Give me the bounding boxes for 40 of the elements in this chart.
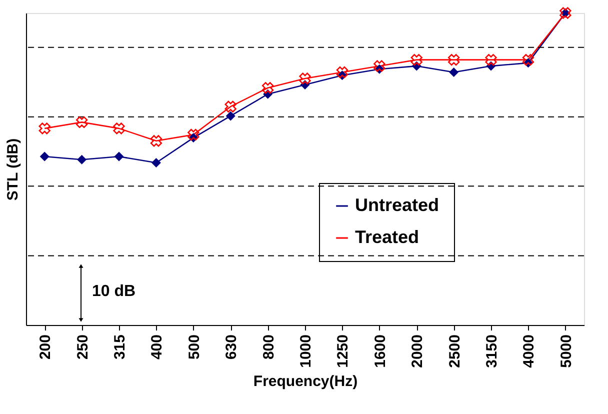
point: [485, 54, 497, 66]
point: [410, 54, 422, 66]
point: [38, 122, 50, 134]
x-tick-label: 315: [112, 334, 128, 360]
point: [113, 122, 125, 134]
point: [151, 158, 161, 168]
point: [77, 154, 87, 164]
x-tick-label: 500: [186, 334, 203, 360]
x-tick-label: 1250: [334, 334, 352, 368]
x-tick-label: 3150: [484, 334, 500, 368]
x-tick-label: 400: [148, 334, 166, 360]
x-tick-label: 800: [260, 334, 278, 360]
legend-label: Treated: [355, 227, 420, 247]
annotation: 10 dB: [92, 283, 136, 300]
x-tick-label: 1000: [298, 334, 314, 368]
x-tick-label: 5000: [558, 334, 575, 368]
x-tick-label: 250: [74, 334, 92, 360]
point: [374, 60, 386, 72]
point: [262, 82, 274, 94]
x-tick-label: 1600: [372, 334, 389, 368]
x-tick-label: 2500: [446, 334, 464, 368]
point: [40, 152, 50, 162]
point: [448, 54, 460, 66]
point: [299, 72, 311, 84]
point: [224, 100, 236, 112]
point: [76, 116, 88, 128]
point: [150, 135, 162, 147]
point: [226, 111, 236, 121]
point: [449, 68, 459, 78]
point: [336, 66, 348, 78]
point: [522, 54, 534, 66]
x-tick-label: 630: [223, 334, 240, 360]
y-axis-title: STL (dB): [4, 138, 22, 201]
legend-label: Untreated: [355, 195, 440, 215]
point: [188, 128, 200, 141]
point: [114, 152, 124, 162]
x-tick-label: 200: [37, 334, 54, 360]
x-tick-label: 2000: [409, 334, 426, 368]
x-axis-title: Frequency(Hz): [253, 372, 358, 390]
x-tick-label: 4000: [520, 334, 538, 368]
